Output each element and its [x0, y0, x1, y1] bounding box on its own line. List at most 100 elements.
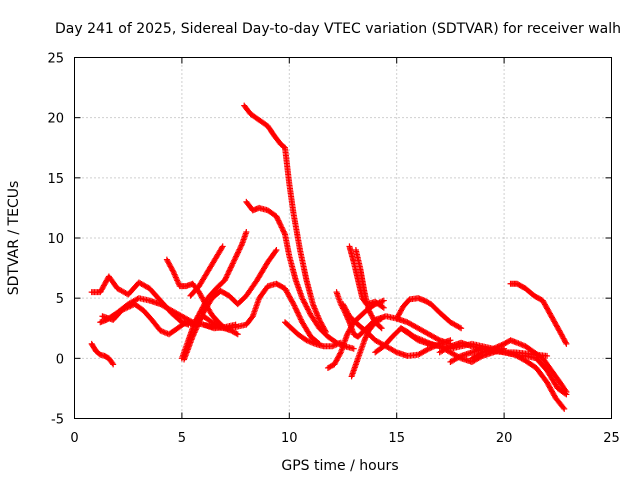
data-point — [424, 346, 431, 353]
data-point — [377, 324, 384, 331]
data-point — [361, 337, 368, 344]
x-tick-label: 20 — [496, 431, 513, 446]
x-tick-label: 10 — [281, 431, 298, 446]
data-point — [562, 339, 569, 346]
data-point — [362, 334, 369, 341]
data-point — [279, 225, 286, 232]
data-point — [225, 268, 232, 275]
data-point — [225, 270, 232, 277]
data-point — [561, 405, 568, 412]
data-point — [236, 246, 243, 253]
y-tick-label: 20 — [47, 112, 64, 127]
data-point — [494, 343, 501, 350]
y-tick-label: 15 — [47, 172, 64, 187]
data-point — [560, 404, 567, 411]
data-point — [295, 312, 302, 319]
data-point — [563, 340, 570, 347]
data-series — [352, 247, 385, 332]
data-series — [88, 340, 117, 368]
data-point — [297, 316, 304, 323]
data-point — [231, 257, 238, 264]
data-points — [88, 102, 570, 412]
data-point — [296, 313, 303, 320]
y-ticks: -5 0 5 10 15 20 25 — [47, 52, 612, 428]
data-point — [392, 348, 399, 355]
data-point — [276, 220, 283, 227]
y-tick-label: 25 — [47, 52, 64, 67]
data-point — [563, 389, 570, 396]
x-ticks: 0 5 10 15 20 25 — [70, 57, 620, 446]
data-point — [380, 304, 387, 311]
data-point — [497, 342, 504, 349]
data-point — [281, 230, 288, 237]
data-series — [507, 280, 570, 347]
y-axis-label: SDTVAR / TECUs — [6, 181, 22, 296]
data-point — [278, 224, 285, 231]
data-point — [233, 252, 240, 259]
data-point — [233, 253, 240, 260]
data-series — [468, 337, 570, 396]
data-point — [223, 272, 230, 279]
data-point — [273, 213, 280, 220]
x-tick-label: 15 — [388, 431, 405, 446]
data-point — [293, 306, 300, 313]
data-point — [292, 305, 299, 312]
data-point — [290, 301, 297, 308]
data-series — [178, 228, 250, 362]
data-point — [228, 263, 235, 270]
data-point — [495, 343, 502, 350]
data-point — [229, 261, 236, 268]
data-point — [234, 250, 241, 257]
data-point — [238, 242, 245, 249]
data-point — [456, 324, 463, 331]
data-point — [278, 223, 285, 230]
data-series — [181, 247, 280, 363]
data-point — [222, 275, 229, 282]
x-axis-label: GPS time / hours — [281, 458, 398, 474]
x-tick-label: 0 — [70, 431, 78, 446]
data-point — [227, 266, 234, 273]
data-point — [456, 353, 463, 360]
data-point — [275, 217, 282, 224]
x-tick-label: 5 — [178, 431, 186, 446]
data-point — [337, 350, 344, 357]
data-point — [291, 303, 298, 310]
data-point — [379, 303, 386, 310]
data-series — [346, 243, 387, 311]
data-point — [274, 214, 281, 221]
data-point — [273, 247, 280, 254]
data-point — [274, 216, 281, 223]
y-tick-label: 10 — [47, 232, 64, 247]
data-point — [322, 328, 329, 335]
data-point — [493, 344, 500, 351]
data-point — [562, 387, 569, 394]
data-point — [243, 228, 250, 235]
data-point — [229, 260, 236, 267]
data-point — [237, 243, 244, 250]
data-point — [234, 331, 241, 338]
data-point — [227, 264, 234, 271]
data-point — [110, 361, 117, 368]
data-point — [280, 227, 287, 234]
y-tick-label: 5 — [56, 292, 64, 307]
data-point — [322, 327, 329, 334]
data-point — [224, 271, 231, 278]
data-point — [218, 244, 225, 251]
data-point — [219, 243, 226, 250]
data-point — [289, 299, 296, 306]
data-point — [458, 325, 465, 332]
data-point — [230, 259, 237, 266]
data-point — [447, 337, 454, 344]
data-point — [478, 350, 485, 357]
data-point — [235, 249, 242, 256]
data-point — [295, 310, 302, 317]
data-point — [231, 256, 238, 263]
data-point — [498, 342, 505, 349]
data-point — [499, 341, 506, 348]
data-point — [223, 274, 230, 281]
data-point — [109, 360, 116, 367]
data-point — [235, 247, 242, 254]
data-series — [393, 295, 465, 332]
data-series — [187, 243, 226, 299]
